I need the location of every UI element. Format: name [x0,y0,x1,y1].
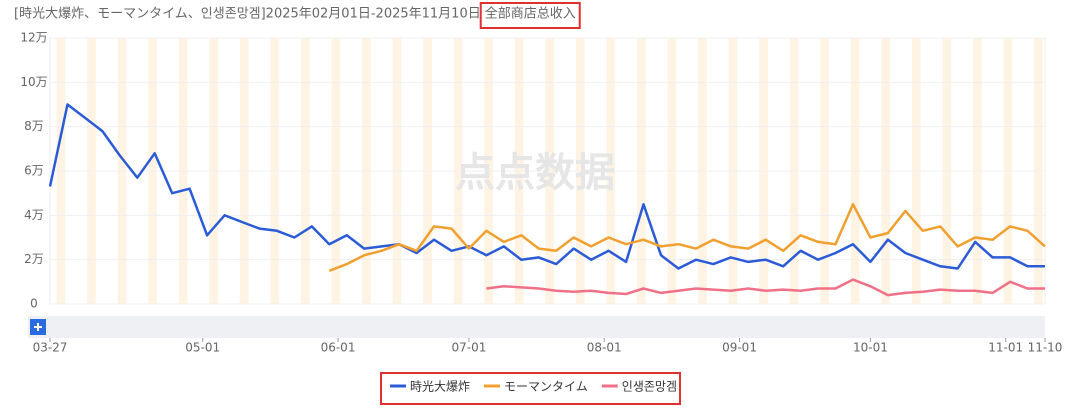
y-tick-label: 12万 [20,31,47,45]
series-line [48,103,1045,270]
x-tick-label: 07-01 [452,341,487,355]
legend-label: モーマンタイム [504,380,588,394]
legend-label: 인생존망겜 [622,380,677,394]
x-tick-label: 11-01 [988,341,1023,355]
metric-highlight [479,2,581,29]
series-line [486,278,1045,297]
plus-icon [34,323,42,331]
range-slider[interactable] [28,316,1045,338]
x-tick-label: 03-27 [33,341,68,355]
legend-label: 時光大爆炸 [410,380,470,394]
x-tick-label: 08-01 [587,341,622,355]
x-tick-label: 06-01 [321,341,356,355]
y-tick-label: 0 [30,297,38,311]
y-tick-label: 4万 [24,208,44,222]
y-tick-label: 8万 [24,119,44,133]
x-tick-label: 09-01 [722,341,757,355]
series-line [328,203,1046,272]
x-tick-label: 11-10 [1028,341,1063,355]
watermark: 点点数据 [455,150,615,196]
x-tick-label: 05-01 [185,341,220,355]
page-title: [時光大爆炸、モーマンタイム、인생존망겜]2025年02月01日-2025年11… [14,7,481,22]
y-tick-label: 2万 [24,252,44,266]
legend-highlight [380,372,681,405]
x-tick-label: 10-01 [853,341,888,355]
y-tick-label: 10万 [20,75,47,89]
metric-label: 全部商店总收入 [485,6,576,22]
y-tick-label: 6万 [24,164,44,178]
